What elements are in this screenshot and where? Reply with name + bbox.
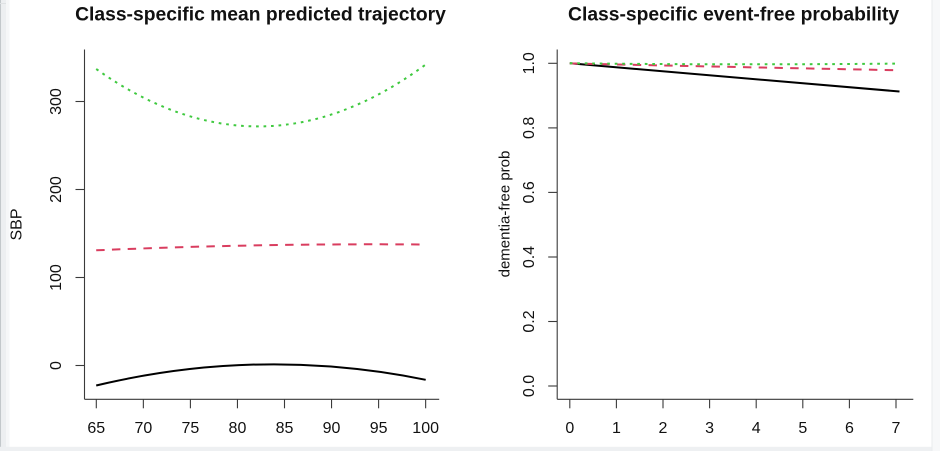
svg-text:300: 300 bbox=[48, 88, 65, 115]
svg-text:4: 4 bbox=[752, 420, 761, 437]
svg-text:1: 1 bbox=[612, 420, 621, 437]
svg-text:90: 90 bbox=[323, 420, 341, 437]
svg-text:0.6: 0.6 bbox=[521, 181, 538, 203]
svg-text:dementia-free prob: dementia-free prob bbox=[497, 151, 514, 278]
svg-text:Class-specific mean predicted: Class-specific mean predicted trajectory bbox=[75, 5, 446, 26]
svg-text:Class-specific event-free prob: Class-specific event-free probability bbox=[568, 5, 899, 26]
svg-text:5: 5 bbox=[798, 420, 807, 437]
svg-text:0: 0 bbox=[565, 420, 574, 437]
svg-text:SBP: SBP bbox=[9, 208, 26, 240]
svg-text:2: 2 bbox=[659, 420, 668, 437]
svg-text:75: 75 bbox=[182, 420, 200, 437]
svg-text:95: 95 bbox=[370, 420, 388, 437]
svg-text:100: 100 bbox=[48, 264, 65, 291]
svg-text:70: 70 bbox=[134, 420, 152, 437]
svg-text:65: 65 bbox=[87, 420, 105, 437]
svg-text:200: 200 bbox=[48, 176, 65, 203]
svg-text:7: 7 bbox=[892, 420, 901, 437]
svg-text:0.4: 0.4 bbox=[521, 246, 538, 268]
svg-text:1.0: 1.0 bbox=[521, 52, 538, 74]
svg-text:3: 3 bbox=[705, 420, 714, 437]
svg-text:0.8: 0.8 bbox=[521, 117, 538, 139]
svg-text:0.0: 0.0 bbox=[521, 375, 538, 397]
svg-text:0: 0 bbox=[48, 361, 65, 370]
svg-text:80: 80 bbox=[229, 420, 247, 437]
svg-text:0.2: 0.2 bbox=[521, 310, 538, 332]
svg-text:100: 100 bbox=[412, 420, 439, 437]
svg-text:6: 6 bbox=[845, 420, 854, 437]
svg-text:85: 85 bbox=[276, 420, 294, 437]
